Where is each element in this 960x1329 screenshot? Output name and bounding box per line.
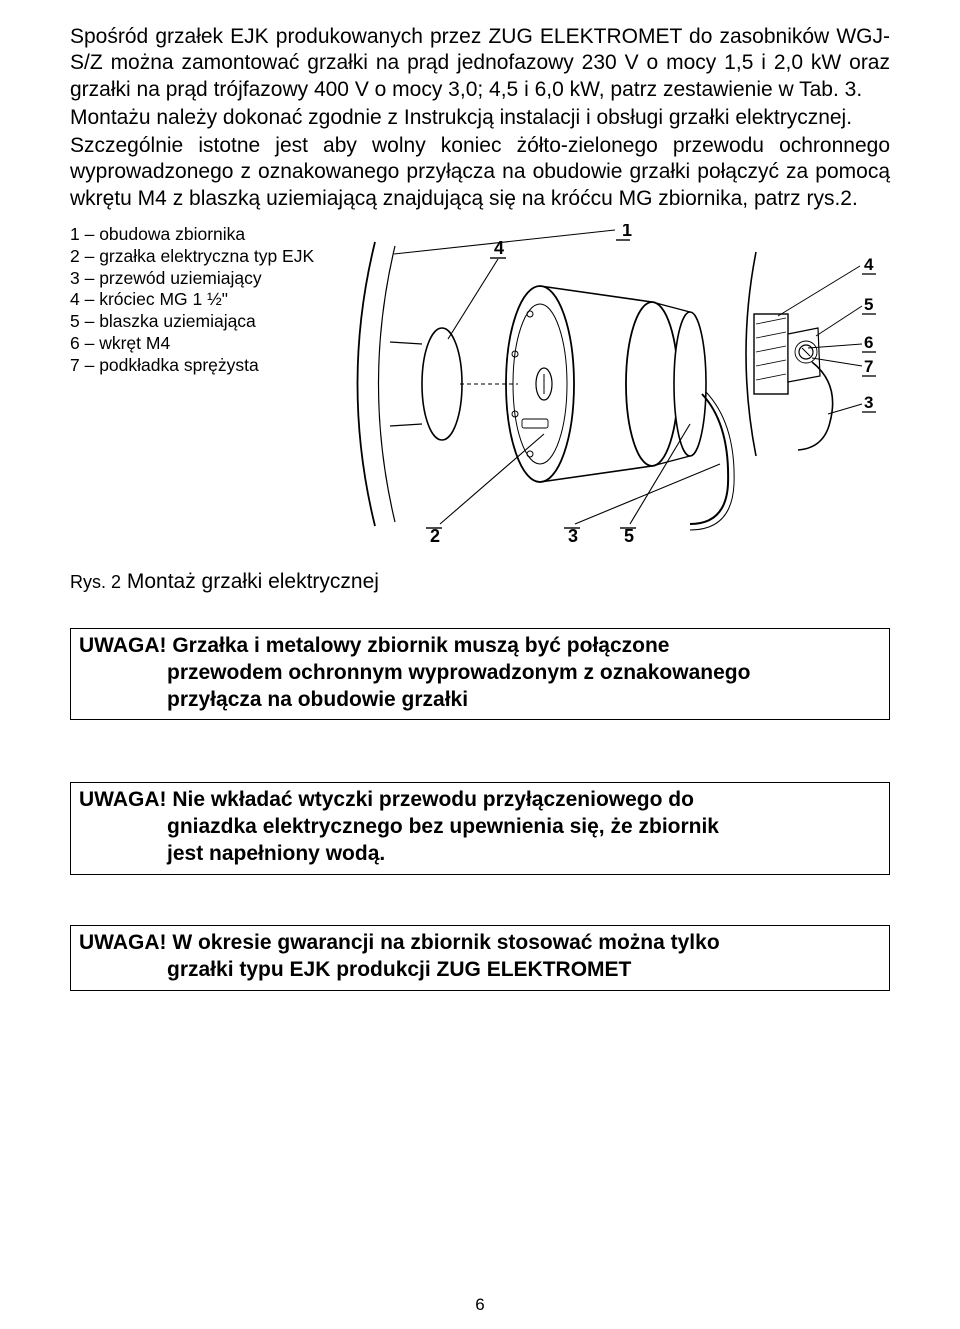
figure-legend: 1 – obudowa zbiornika 2 – grzałka elektr… bbox=[70, 224, 330, 377]
legend-item: 3 – przewód uziemiający bbox=[70, 268, 330, 290]
legend-item: 1 – obudowa zbiornika bbox=[70, 224, 330, 246]
figure-caption: Rys. 2 Montaż grzałki elektrycznej bbox=[70, 570, 890, 594]
detail-callout-6: 6 bbox=[864, 333, 873, 352]
legend-item: 2 – grzałka elektryczna typ EJK bbox=[70, 246, 330, 268]
figure-diagram: 1 4 2 3 5 bbox=[330, 224, 890, 544]
warning-lead: UWAGA! bbox=[79, 634, 172, 657]
callout-4: 4 bbox=[494, 238, 504, 258]
callout-5: 5 bbox=[624, 526, 634, 544]
legend-item: 6 – wkręt M4 bbox=[70, 333, 330, 355]
paragraph-2: Montażu należy dokonać zgodnie z Instruk… bbox=[70, 105, 890, 131]
paragraph-1: Spośród grzałek EJK produkowanych przez … bbox=[70, 24, 890, 103]
legend-item: 7 – podkładka sprężysta bbox=[70, 355, 330, 377]
warning-text: W okresie gwarancji na zbiornik stosować… bbox=[172, 931, 719, 954]
page: Spośród grzałek EJK produkowanych przez … bbox=[0, 0, 960, 1329]
paragraph-3: Szczególnie istotne jest aby wolny konie… bbox=[70, 133, 890, 212]
warning-box-2: UWAGA! Nie wkładać wtyczki przewodu przy… bbox=[70, 782, 890, 875]
callout-3: 3 bbox=[568, 526, 578, 544]
warning-text: przyłącza na obudowie grzałki bbox=[79, 687, 881, 714]
detail-callout-7: 7 bbox=[864, 357, 873, 376]
callout-2: 2 bbox=[430, 526, 440, 544]
figure-caption-prefix: Rys. 2 bbox=[70, 572, 121, 592]
warning-text: Grzałka i metalowy zbiornik muszą być po… bbox=[172, 634, 669, 657]
legend-item: 4 – króciec MG 1 ½" bbox=[70, 289, 330, 311]
detail-callout-4: 4 bbox=[864, 255, 874, 274]
warning-text: przewodem ochronnym wyprowadzonym z ozna… bbox=[79, 660, 881, 687]
detail-callout-3: 3 bbox=[864, 393, 873, 412]
warning-lead: UWAGA! bbox=[79, 931, 172, 954]
detail-callout-5: 5 bbox=[864, 295, 873, 314]
figure-caption-text: Montaż grzałki elektrycznej bbox=[121, 570, 379, 593]
warning-lead: UWAGA! bbox=[79, 788, 172, 811]
warning-text: jest napełniony wodą. bbox=[79, 841, 881, 868]
warning-text: Nie wkładać wtyczki przewodu przyłączeni… bbox=[172, 788, 694, 811]
legend-item: 5 – blaszka uziemiająca bbox=[70, 311, 330, 333]
warning-box-1: UWAGA! Grzałka i metalowy zbiornik muszą… bbox=[70, 628, 890, 721]
callout-1: 1 bbox=[622, 224, 632, 240]
figure-block: 1 – obudowa zbiornika 2 – grzałka elektr… bbox=[70, 224, 890, 544]
warning-box-3: UWAGA! W okresie gwarancji na zbiornik s… bbox=[70, 925, 890, 991]
page-number: 6 bbox=[0, 1295, 960, 1315]
warning-text: gniazdka elektrycznego bez upewnienia si… bbox=[79, 814, 881, 841]
warning-text: grzałki typu EJK produkcji ZUG ELEKTROME… bbox=[79, 957, 881, 984]
